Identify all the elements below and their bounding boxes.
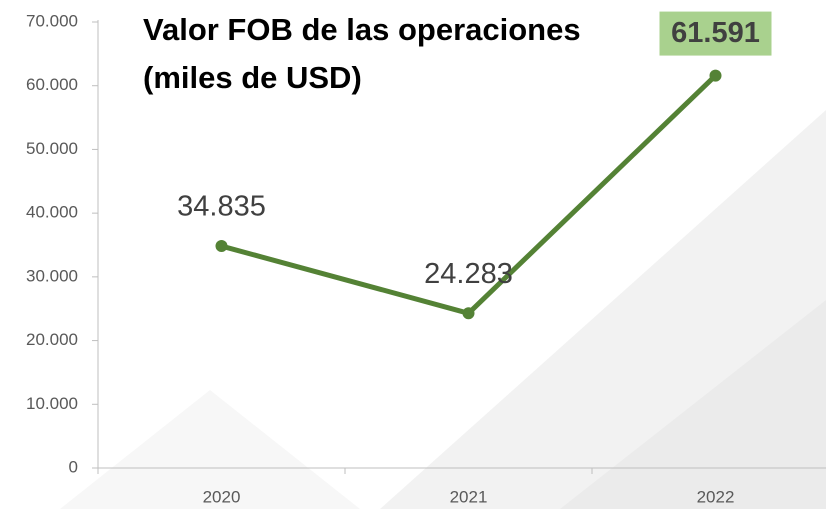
chart-title: (miles de USD) <box>143 60 362 95</box>
y-tick-label: 0 <box>69 457 78 476</box>
value-label-highlight <box>659 11 772 56</box>
chart-title: Valor FOB de las operaciones <box>143 12 581 47</box>
value-label: 34.835 <box>177 191 266 223</box>
y-tick-label: 70.000 <box>26 11 78 30</box>
y-tick-label: 30.000 <box>26 266 78 285</box>
y-tick-label: 40.000 <box>26 203 78 222</box>
x-tick-label: 2021 <box>450 487 488 506</box>
x-tick-label: 2020 <box>203 487 241 506</box>
y-tick-label: 10.000 <box>26 394 78 413</box>
y-tick-label: 50.000 <box>26 139 78 158</box>
value-label: 61.591 <box>671 17 760 49</box>
background-shape <box>560 300 826 509</box>
y-tick-label: 60.000 <box>26 75 78 94</box>
background-shape <box>60 390 360 509</box>
point <box>215 240 228 253</box>
value-label: 24.283 <box>424 258 513 290</box>
point <box>709 69 722 82</box>
y-tick-label: 20.000 <box>26 330 78 349</box>
x-tick-label: 2022 <box>697 487 735 506</box>
point <box>462 307 475 320</box>
